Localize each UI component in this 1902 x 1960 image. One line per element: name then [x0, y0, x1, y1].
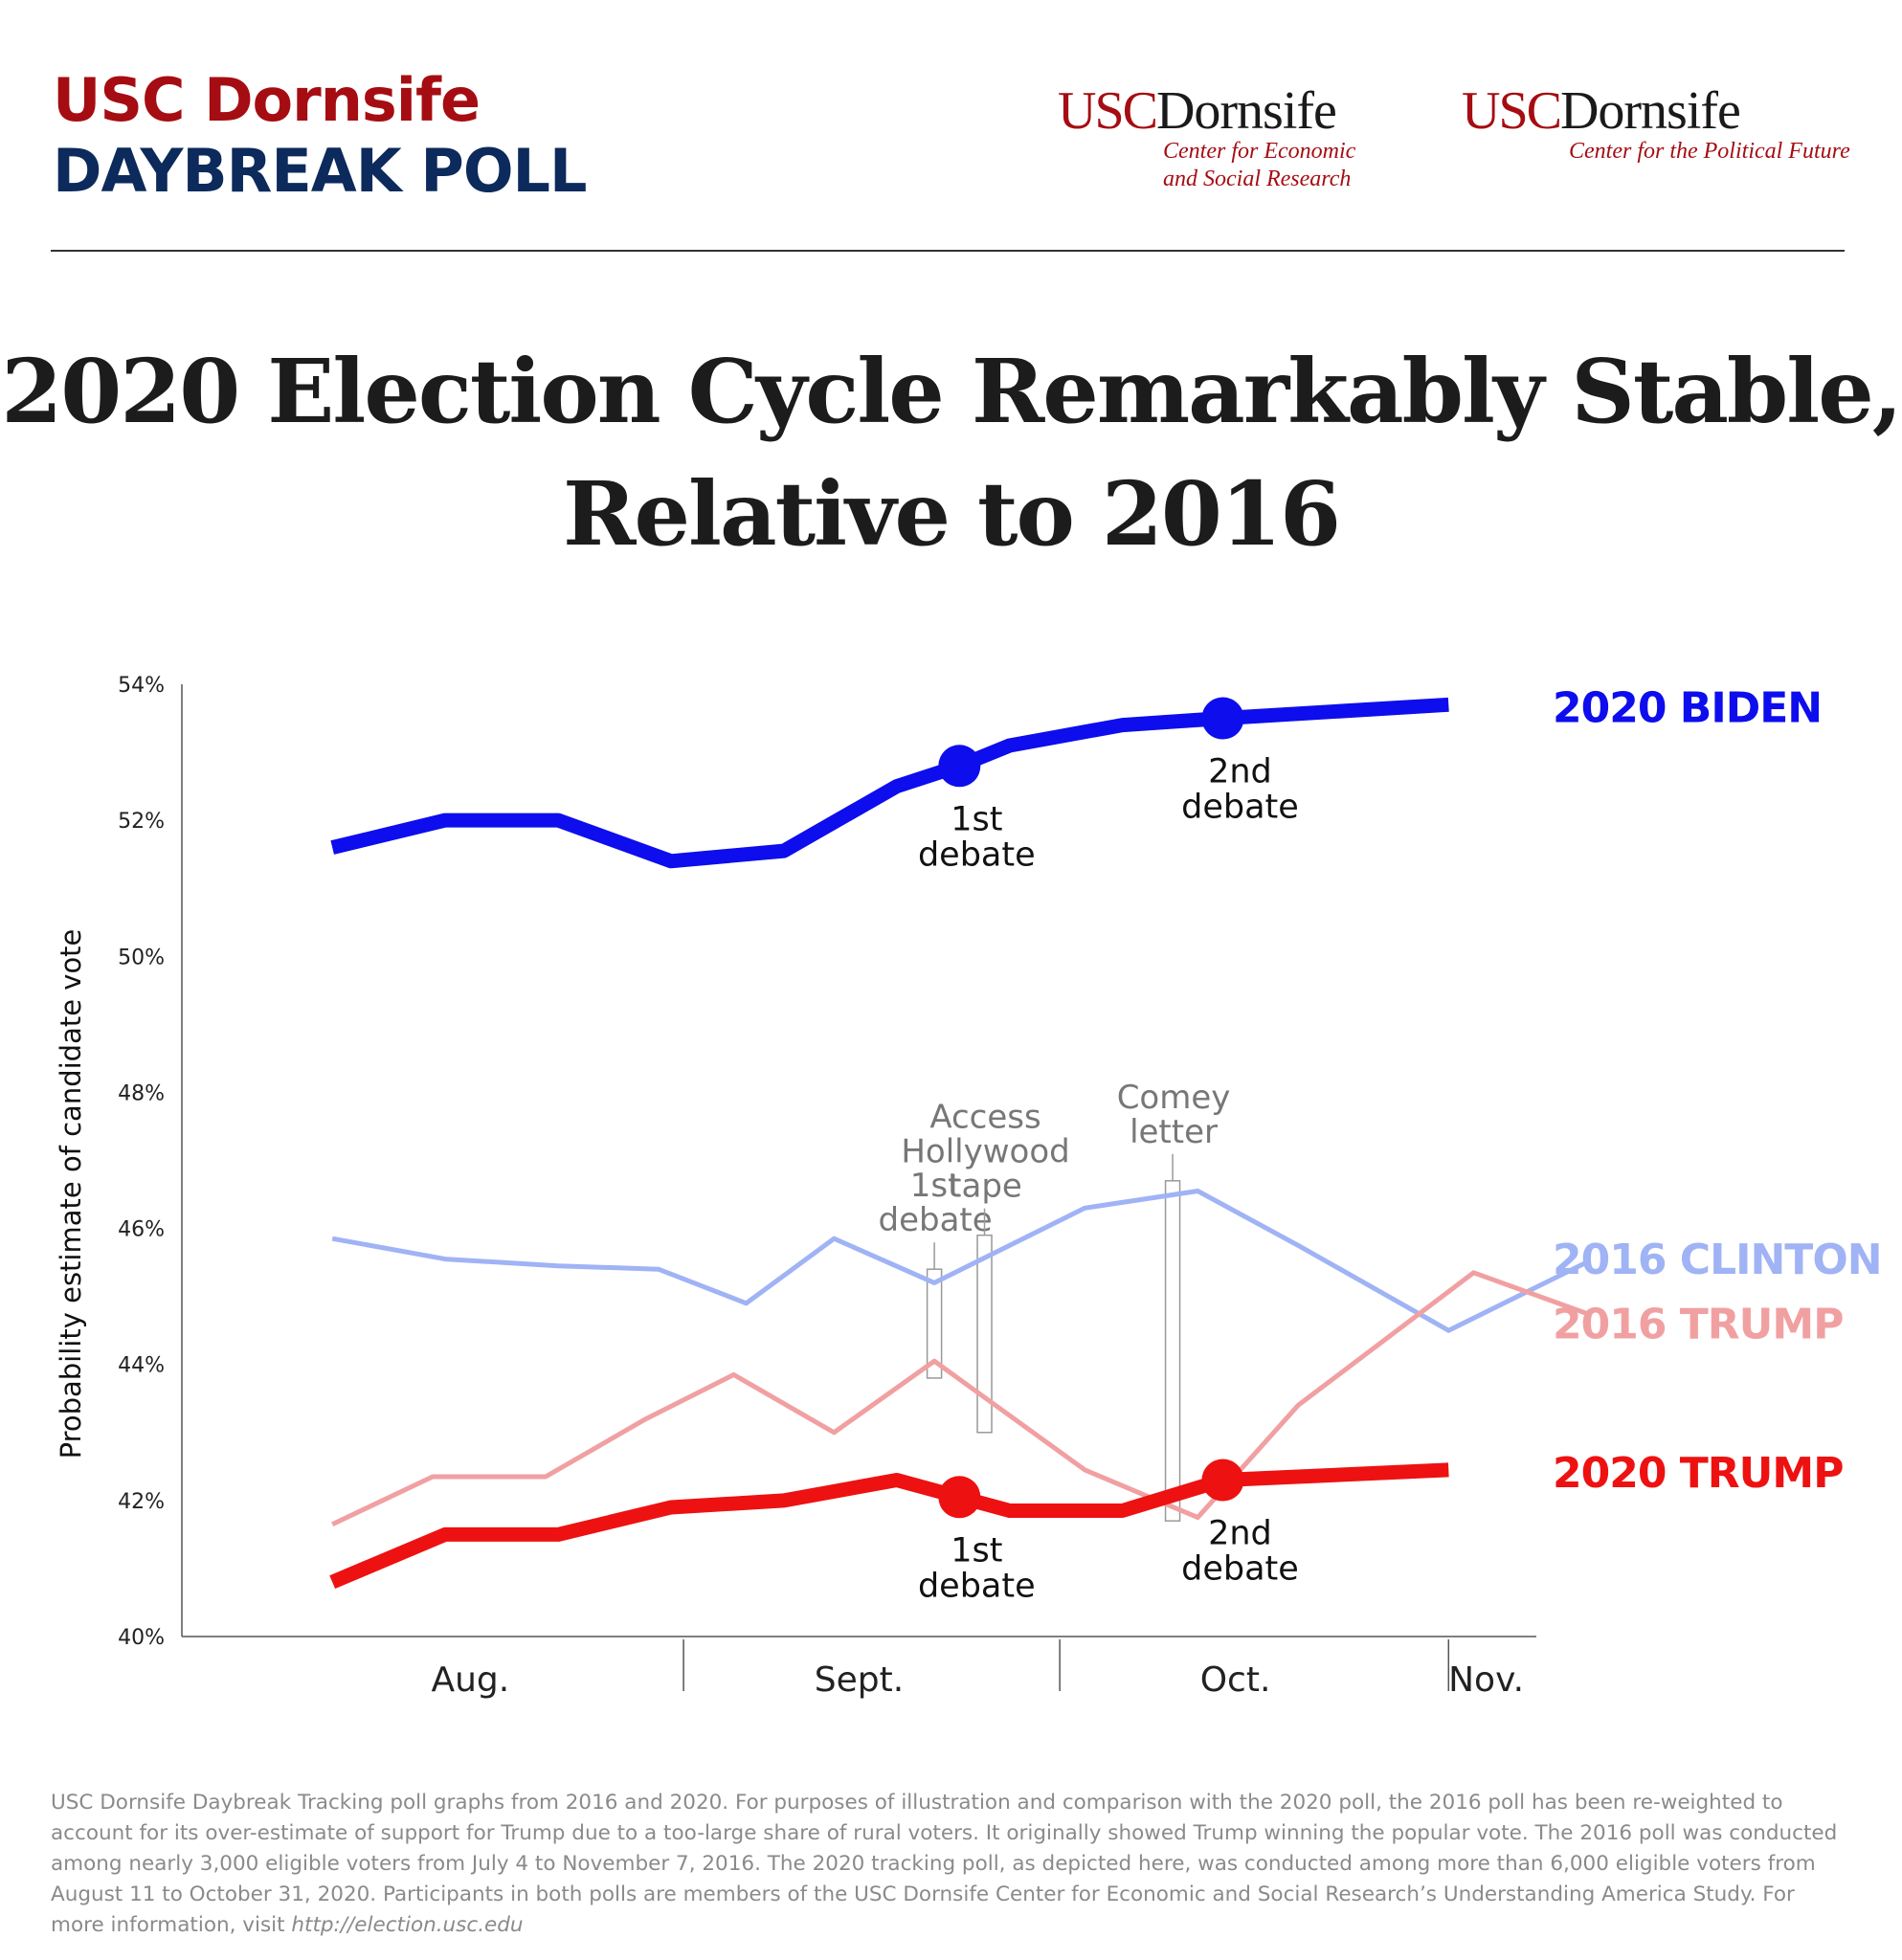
- event-label: Access: [929, 1099, 1041, 1137]
- event-label: Hollywood: [901, 1133, 1069, 1171]
- series-line: [331, 1189, 1588, 1333]
- line-chart: 40% 42% 44% 46% 48% 50% 52% 54% Aug. Sept. Oct. Nov…: [55, 674, 1883, 1700]
- event-label: tape: [949, 1168, 1022, 1206]
- debate-marker: [1201, 697, 1244, 740]
- logo-subtitle-line1: Center for Economic: [1163, 139, 1356, 164]
- logo-usc-text: USC: [1058, 81, 1158, 141]
- series-label: 2020 BIDEN: [1553, 683, 1822, 732]
- debate-label: 1st: [951, 800, 1002, 838]
- month-label: Oct.: [1200, 1660, 1271, 1700]
- event-label: debate: [879, 1201, 993, 1239]
- y-tick-label: 40%: [118, 1626, 165, 1650]
- y-tick-label: 42%: [118, 1490, 165, 1514]
- debate-label: debate: [1181, 1550, 1299, 1589]
- y-tick-label: 50%: [118, 946, 165, 969]
- debate-label: debate: [918, 1567, 1036, 1605]
- header-divider: [51, 250, 1845, 252]
- y-tick-label: 52%: [118, 810, 165, 834]
- cpf-logo: USCDornsife Center for the Political Fut…: [1462, 80, 1850, 164]
- logo-dornsife-text: Dornsife: [1559, 81, 1741, 141]
- debate-label: debate: [918, 835, 1036, 874]
- cesr-logo: USCDornsife Center for Economic and Soci…: [1058, 80, 1355, 191]
- debate-label: 2nd: [1208, 753, 1272, 791]
- event-label: 1st: [910, 1167, 961, 1205]
- title-line1: 2020 Election Cycle Remarkably Stable,: [1, 340, 1902, 443]
- debate-label: 1st: [951, 1531, 1002, 1570]
- footnote: USC Dornsife Daybreak Tracking poll grap…: [51, 1788, 1850, 1941]
- event-marker-box: [1164, 1180, 1181, 1522]
- y-axis-label: Probability estimate of candidate vote: [55, 929, 87, 1459]
- series-line: [331, 1270, 1588, 1526]
- y-tick-label: 46%: [118, 1218, 165, 1242]
- series-line: [330, 697, 1449, 869]
- series-label: 2016 CLINTON: [1553, 1236, 1882, 1284]
- debate-marker: [938, 745, 981, 788]
- series-label: 2016 TRUMP: [1553, 1301, 1843, 1349]
- brand-subtitle: DAYBREAK POLL: [53, 136, 588, 206]
- debate-label: 2nd: [1208, 1515, 1272, 1553]
- month-label: Nov.: [1448, 1660, 1524, 1700]
- debate-marker: [938, 1476, 981, 1519]
- footnote-url[interactable]: http://election.usc.edu: [291, 1913, 524, 1937]
- title-line2: Relative to 2016: [563, 462, 1341, 566]
- page-title: 2020 Election Cycle Remarkably Stable, R…: [0, 330, 1902, 575]
- series-label: 2020 TRUMP: [1553, 1449, 1843, 1498]
- logo-dornsife-text: Dornsife: [1155, 81, 1337, 141]
- month-label: Sept.: [815, 1660, 904, 1700]
- event-label: letter: [1130, 1113, 1218, 1151]
- event-label: Comey: [1117, 1079, 1231, 1117]
- debate-marker: [1201, 1459, 1244, 1502]
- footnote-text: USC Dornsife Daybreak Tracking poll grap…: [51, 1791, 1838, 1937]
- logo-usc-text: USC: [1462, 81, 1562, 141]
- y-tick-label: 48%: [118, 1081, 165, 1105]
- brand-title: USC Dornsife: [53, 65, 481, 135]
- logo-subtitle-line2: and Social Research: [1163, 167, 1352, 191]
- logo-subtitle-line1: Center for the Political Future: [1569, 139, 1850, 164]
- series-line: [329, 1462, 1449, 1590]
- month-label: Aug.: [431, 1660, 509, 1700]
- y-tick-label: 54%: [118, 674, 165, 698]
- debate-label: debate: [1181, 789, 1299, 827]
- y-tick-label: 44%: [118, 1354, 165, 1378]
